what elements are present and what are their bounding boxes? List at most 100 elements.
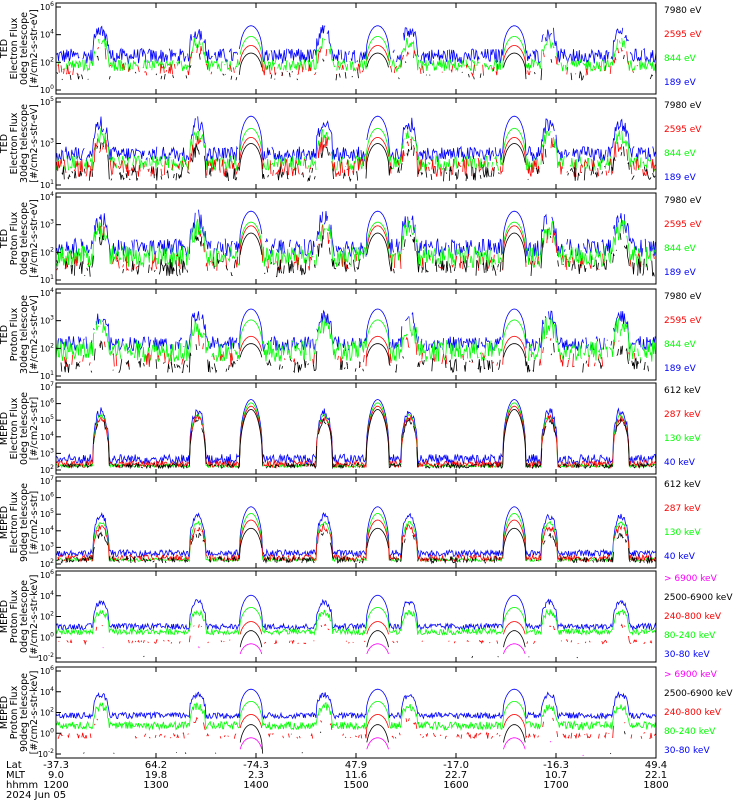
series-line--6900-kev bbox=[103, 644, 652, 659]
legend-entry: 30-80 keV bbox=[664, 650, 710, 660]
legend-entry: 7980 eV bbox=[664, 6, 702, 16]
x-tick-label-hhmm: 1500 bbox=[343, 780, 368, 791]
series-line-189-ev bbox=[55, 25, 657, 65]
x-tick-label-mlt: 22.1 bbox=[645, 770, 667, 781]
y-tick-label: 105 bbox=[40, 414, 54, 425]
legend-entry: 189 eV bbox=[664, 78, 697, 88]
series-line-40-kev bbox=[55, 399, 657, 466]
legend-entry: 240-800 keV bbox=[664, 708, 722, 718]
series-line-7980-ev bbox=[56, 52, 654, 81]
x-row-label-hhmm: hhmm bbox=[6, 780, 38, 791]
legend-entry: 130 keV bbox=[664, 434, 701, 444]
y-axis-label: MEPEDElectron Flux90deg telescope[#/cm2-… bbox=[0, 483, 40, 562]
y-tick-label: 103 bbox=[40, 447, 54, 458]
x-tick-label-hhmm: 1300 bbox=[143, 780, 168, 791]
legend-entry: 40 keV bbox=[664, 552, 696, 562]
y-tick-label: 104 bbox=[40, 525, 54, 536]
series-line-30-80-kev bbox=[55, 688, 657, 720]
series-line-2595-ev bbox=[55, 136, 656, 177]
y-axis-label: TEDProton Flux30deg telescope[#/cm2-s-st… bbox=[0, 295, 40, 374]
legend-entry: 30-80 keV bbox=[664, 746, 710, 756]
y-tick-label: 103 bbox=[40, 541, 54, 552]
y-axis-label: TEDElectron Flux30deg telescope[#/cm2-s-… bbox=[0, 104, 40, 183]
y-tick-label: 102 bbox=[40, 246, 54, 257]
legend-entry: 189 eV bbox=[664, 173, 697, 183]
y-axis-label: MEPEDProton Flux90deg telescope[#/cm2-s-… bbox=[0, 671, 40, 755]
y-tick-label: 106 bbox=[40, 665, 54, 676]
series-line-240-800-kev bbox=[58, 621, 653, 646]
y-axis-label: MEPEDProton Flux0deg telescope[#/cm2-s-s… bbox=[0, 575, 40, 659]
y-tick-label: 103 bbox=[40, 219, 54, 230]
x-tick-label-hhmm: 1400 bbox=[243, 780, 268, 791]
legend-entry: 7980 eV bbox=[664, 101, 702, 111]
y-tick-label: 104 bbox=[40, 29, 54, 40]
legend-entry: 2595 eV bbox=[664, 125, 702, 135]
legend-entry: 80-240 keV bbox=[664, 631, 716, 641]
series-line-2500-6900-kev bbox=[84, 725, 644, 754]
panel-frame bbox=[55, 2, 657, 95]
legend-entry: 612 keV bbox=[664, 480, 701, 490]
legend-entry: 2500-6900 keV bbox=[664, 689, 733, 699]
y-tick-label: 106 bbox=[40, 569, 54, 580]
y-axis-label: TEDProton Flux0deg telescope[#/cm2-s-str… bbox=[0, 199, 40, 278]
y-axis-label: MEPEDElectron Flux0deg telescope[#/cm2-s… bbox=[0, 392, 40, 465]
panel-frame bbox=[55, 288, 657, 381]
x-tick-label-lat: 64.2 bbox=[145, 760, 167, 771]
legend-entry: 2595 eV bbox=[664, 316, 702, 326]
y-tick-label: 105 bbox=[40, 96, 54, 107]
x-row-label-lat: Lat bbox=[6, 760, 22, 771]
y-tick-label: 104 bbox=[40, 191, 54, 202]
y-tick-label: 104 bbox=[40, 287, 54, 298]
legend-entry: 2595 eV bbox=[664, 220, 702, 230]
x-tick-label-mlt: 19.8 bbox=[145, 770, 167, 781]
legend-entry: 612 keV bbox=[664, 386, 701, 396]
y-tick-label: 101 bbox=[40, 179, 54, 190]
x-tick-label-mlt: 2.3 bbox=[248, 770, 264, 781]
x-tick-label-mlt: 9.0 bbox=[48, 770, 64, 781]
panel-frame bbox=[55, 570, 657, 663]
y-tick-label: 104 bbox=[40, 590, 54, 601]
x-tick-label-mlt: 11.6 bbox=[345, 770, 367, 781]
y-tick-label: 103 bbox=[40, 315, 54, 326]
y-axis-label: TEDElectron Flux0deg telescope[#/cm2-s-s… bbox=[0, 9, 40, 88]
panel-frame bbox=[55, 192, 657, 285]
panel-frame bbox=[55, 97, 657, 190]
y-tick-label: 102 bbox=[40, 558, 54, 569]
y-tick-label: 107 bbox=[40, 475, 54, 486]
legend-entry: 189 eV bbox=[664, 364, 697, 374]
x-tick-label-mlt: 10.7 bbox=[545, 770, 567, 781]
series-line-2595-ev bbox=[56, 224, 655, 272]
legend-entry: 7980 eV bbox=[664, 292, 702, 302]
series-line-80-240-kev bbox=[55, 606, 657, 637]
legend-entry: 844 eV bbox=[664, 340, 697, 350]
x-tick-label-hhmm: 1200 bbox=[43, 780, 68, 791]
legend-entry: 2500-6900 keV bbox=[664, 593, 733, 603]
x-tick-label-lat: -16.3 bbox=[543, 760, 569, 771]
series-line-2500-6900-kev bbox=[144, 631, 652, 658]
series-line-130-kev bbox=[55, 402, 657, 469]
y-tick-label: 104 bbox=[40, 686, 54, 697]
series-line-287-kev bbox=[55, 405, 657, 469]
y-tick-label: 106 bbox=[40, 398, 54, 409]
series-line-80-240-kev bbox=[55, 701, 657, 732]
legend-entry: 844 eV bbox=[664, 54, 697, 64]
series-line-30-80-kev bbox=[55, 594, 657, 632]
series-line-612-kev bbox=[57, 409, 657, 470]
y-tick-label: 102 bbox=[40, 707, 54, 718]
legend-entry: 40 keV bbox=[664, 458, 696, 468]
y-tick-label: 107 bbox=[40, 381, 54, 392]
y-tick-label: 105 bbox=[40, 508, 54, 519]
series-line-2595-ev bbox=[57, 44, 657, 78]
x-tick-label-lat: 49.4 bbox=[645, 760, 667, 771]
series-line-40-kev bbox=[55, 506, 657, 558]
y-tick-label: 101 bbox=[40, 370, 54, 381]
legend-entry: 189 eV bbox=[664, 268, 697, 278]
y-tick-label: 106 bbox=[40, 492, 54, 503]
